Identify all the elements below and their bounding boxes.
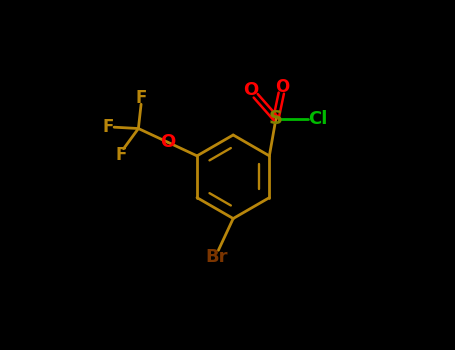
Text: O: O: [243, 82, 258, 99]
Text: O: O: [276, 78, 290, 96]
Text: F: F: [136, 89, 147, 107]
Text: Cl: Cl: [308, 110, 328, 128]
Text: F: F: [102, 118, 114, 136]
Text: Br: Br: [206, 248, 228, 266]
Text: S: S: [269, 109, 283, 128]
Text: O: O: [160, 133, 175, 151]
Text: F: F: [115, 146, 126, 164]
